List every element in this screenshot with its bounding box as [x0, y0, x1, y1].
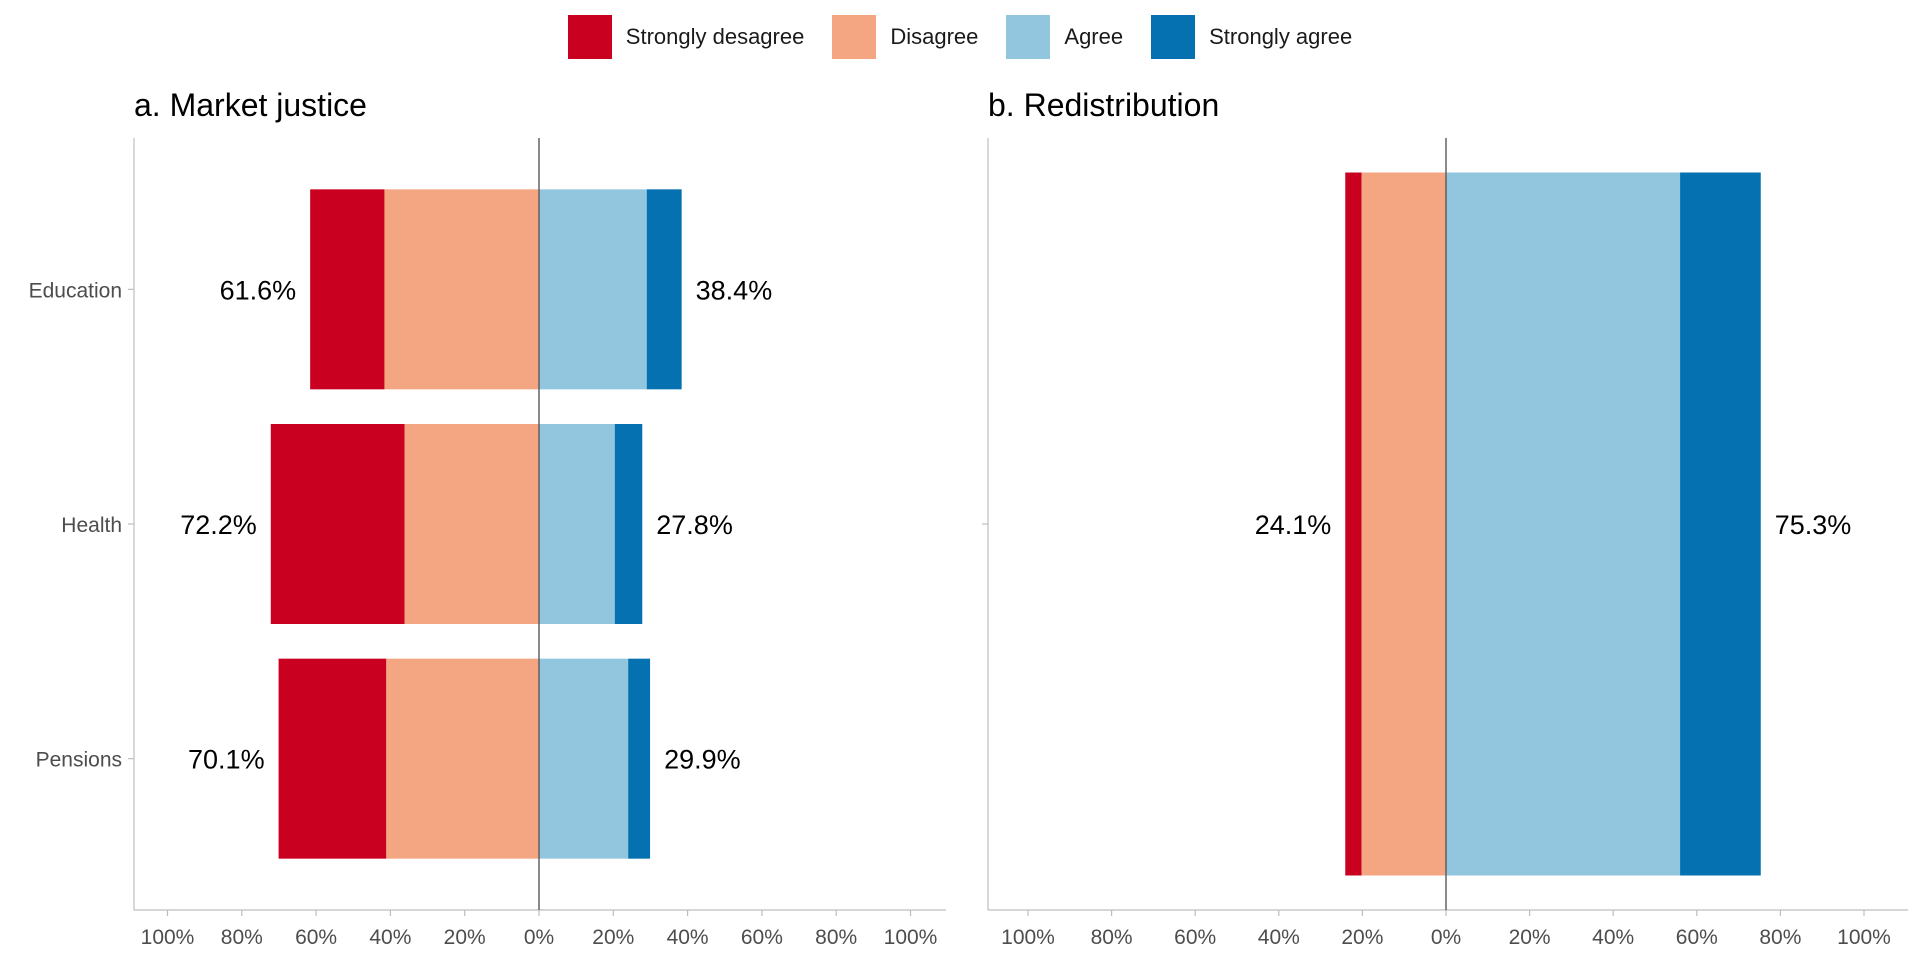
x-tick-label: 80%	[1091, 926, 1133, 949]
y-tick-label: Health	[61, 514, 122, 537]
x-tick-label: 20%	[592, 926, 634, 949]
bar-strongly-agree	[628, 658, 651, 859]
x-tick-label: 100%	[884, 926, 938, 949]
bar-strongly-agree	[1680, 172, 1761, 876]
legend-swatch	[1151, 15, 1196, 59]
total-disagree-label: 24.1%	[1255, 510, 1332, 540]
total-disagree-label: 72.2%	[180, 510, 257, 540]
bar-agree	[539, 189, 647, 390]
x-tick-label: 60%	[295, 926, 337, 949]
legend-item-strongly-agree: Strongly agree	[1151, 15, 1352, 59]
legend-label: Strongly desagree	[625, 24, 805, 49]
total-disagree-label: 61.6%	[220, 275, 297, 305]
legend: Strongly desagree Disagree Agree Strongl…	[0, 14, 1920, 60]
bar-strongly-disagree	[310, 189, 385, 390]
y-tick-label: Education	[29, 279, 122, 302]
panel-redistribution: b. Redistribution 100% 80% 60% 40% 20% 0% 20% 40…	[982, 87, 1908, 949]
x-tick-label: 40%	[1258, 926, 1300, 949]
x-tick-label: 20%	[444, 926, 486, 949]
legend-item-agree: Agree	[1006, 15, 1123, 59]
x-tick-label: 40%	[667, 926, 709, 949]
legend-swatch	[832, 15, 877, 59]
bar-strongly-disagree	[278, 658, 387, 859]
legend-swatch	[1006, 15, 1051, 59]
total-agree-label: 27.8%	[656, 510, 733, 540]
legend-item-disagree: Disagree	[832, 15, 978, 59]
x-tick-label: 60%	[1174, 926, 1216, 949]
x-tick-label: 20%	[1341, 926, 1383, 949]
legend-item-strongly-disagree: Strongly desagree	[567, 15, 805, 59]
x-tick-label: 60%	[1676, 926, 1718, 949]
bar-strongly-agree	[614, 424, 643, 624]
bar-agree	[539, 424, 615, 624]
bar-disagree	[1361, 172, 1446, 876]
bar-agree	[1446, 172, 1681, 876]
panel-title: a. Market justice	[134, 87, 367, 123]
x-tick-label: 20%	[1509, 926, 1551, 949]
legend-label: Disagree	[890, 24, 979, 49]
total-disagree-label: 70.1%	[188, 745, 265, 775]
x-tick-label: 100%	[1837, 926, 1891, 949]
x-tick-label: 80%	[221, 926, 263, 949]
x-tick-label: 80%	[1759, 926, 1801, 949]
total-agree-label: 75.3%	[1775, 510, 1852, 540]
x-tick-label: 0%	[524, 926, 554, 949]
bar-strongly-agree	[646, 189, 682, 390]
legend-swatch	[567, 15, 612, 59]
x-tick-label: 80%	[815, 926, 857, 949]
bar-agree	[539, 658, 629, 859]
x-tick-label: 60%	[741, 926, 783, 949]
panel-market-justice: a. Market justice 100% 80% 60% 40% 20% 0% 20% 40…	[29, 87, 946, 949]
x-tick-label: 100%	[1001, 926, 1055, 949]
bar-disagree	[384, 189, 539, 390]
total-agree-label: 38.4%	[696, 275, 773, 305]
legend-label: Strongly agree	[1209, 24, 1353, 49]
bar-strongly-disagree	[1345, 172, 1362, 876]
x-tick-label: 0%	[1431, 926, 1461, 949]
panel-title: b. Redistribution	[988, 87, 1219, 123]
legend-label: Agree	[1064, 24, 1124, 49]
total-agree-label: 29.9%	[664, 745, 741, 775]
bar-disagree	[386, 658, 539, 859]
bar-disagree	[404, 424, 539, 624]
x-tick-label: 100%	[141, 926, 195, 949]
bar-strongly-disagree	[270, 424, 405, 624]
y-tick-label: Pensions	[36, 749, 122, 772]
x-tick-label: 40%	[1592, 926, 1634, 949]
x-tick-label: 40%	[369, 926, 411, 949]
